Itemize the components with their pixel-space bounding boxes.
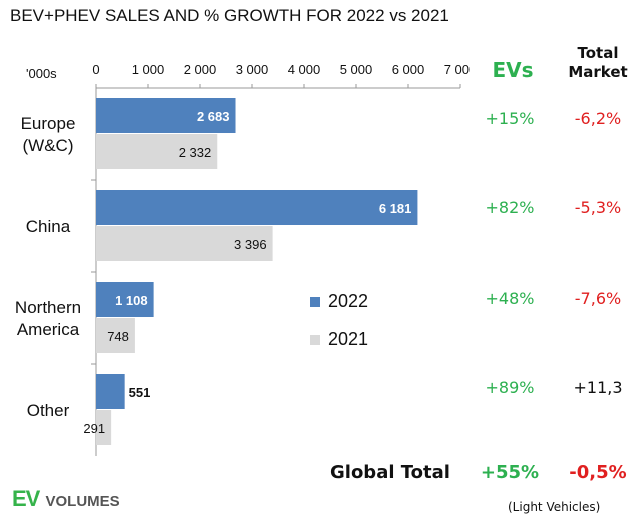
bar-2021 [96,134,218,169]
total-market-header-line: Market [568,63,628,81]
chart-title: BEV+PHEV SALES AND % GROWTH FOR 2022 vs … [10,6,449,25]
evs-growth-value: +15% [485,109,535,128]
data-label-2021: 748 [107,329,129,344]
x-tick-label: 3 000 [236,62,269,77]
bar-2022 [96,190,418,225]
data-label-2021: 2 332 [179,145,212,160]
evs-growth-value: +82% [485,198,535,217]
total-market-header-line: Total [577,44,619,62]
global-evs-growth: +55% [480,462,540,483]
evs-column-header: EVs [492,58,534,82]
logo-ev: EV [12,486,40,511]
total-market-growth-value: -7,6% [574,289,622,308]
x-tick-label: 6 000 [392,62,425,77]
legend-swatch-2021 [310,335,320,345]
evs-growth-value: +48% [485,289,535,308]
category-label: Northern America [15,298,81,339]
unit-label: '000s [26,66,57,81]
legend-label-2021: 2021 [328,329,368,349]
light-vehicles-note: (Light Vehicles) [508,500,601,514]
logo-volumes: VOLUMES [45,493,120,510]
bar-chart: 0 1 000 2 000 3 000 4 000 5 000 6 000 7 000 Euro… [15,62,470,456]
x-tick-label: 1 000 [132,62,165,77]
total-market-growth-value: -6,2% [574,109,622,128]
data-label-2021: 3 396 [234,237,267,252]
bar-2021 [96,410,112,445]
bar-2022 [96,282,154,317]
ev-volumes-logo: EV VOLUMES [12,486,120,512]
bar-2022 [96,374,125,409]
data-label-2021: 291 [83,421,105,436]
data-label-2022: 2 683 [197,109,230,124]
data-label-2022: 551 [129,385,151,400]
bar-2021 [96,318,135,353]
total-market-column-header: Total Market [556,44,640,82]
global-total-label: Global Total [330,462,450,483]
category-label: China [26,217,71,236]
legend-label-2022: 2022 [328,291,368,311]
legend-swatch-2022 [310,297,320,307]
category-label: Other [27,401,70,420]
x-tick-label: 0 [92,62,99,77]
data-label-2022: 1 108 [115,293,148,308]
global-market-growth: -0,5% [569,462,627,483]
x-tick-label: 7 000 [444,62,470,77]
bar-2022 [96,98,236,133]
x-tick-label: 5 000 [340,62,373,77]
category-label: Europe (W&C) [21,114,76,155]
x-tick-label: 4 000 [288,62,321,77]
bar-2021 [96,226,273,261]
data-label-2022: 6 181 [379,201,412,216]
total-market-growth-value: -5,3% [574,198,622,217]
x-tick-label: 2 000 [184,62,217,77]
evs-growth-value: +89% [485,378,535,397]
total-market-growth-value: +11,3 [573,378,623,397]
